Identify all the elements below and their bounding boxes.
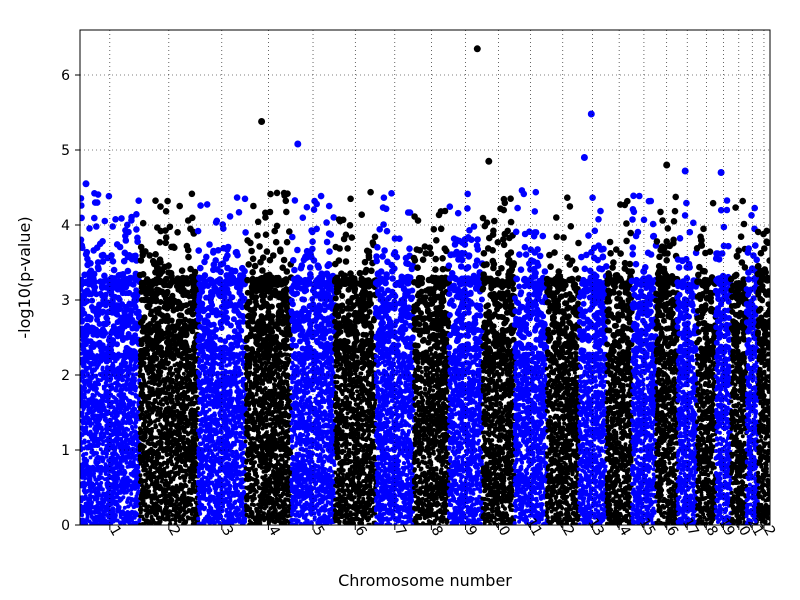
manhattan-plot: 0123456-log10(p-value)123456789101112131… bbox=[0, 0, 800, 600]
plot-svg: 0123456-log10(p-value)123456789101112131… bbox=[0, 0, 800, 600]
